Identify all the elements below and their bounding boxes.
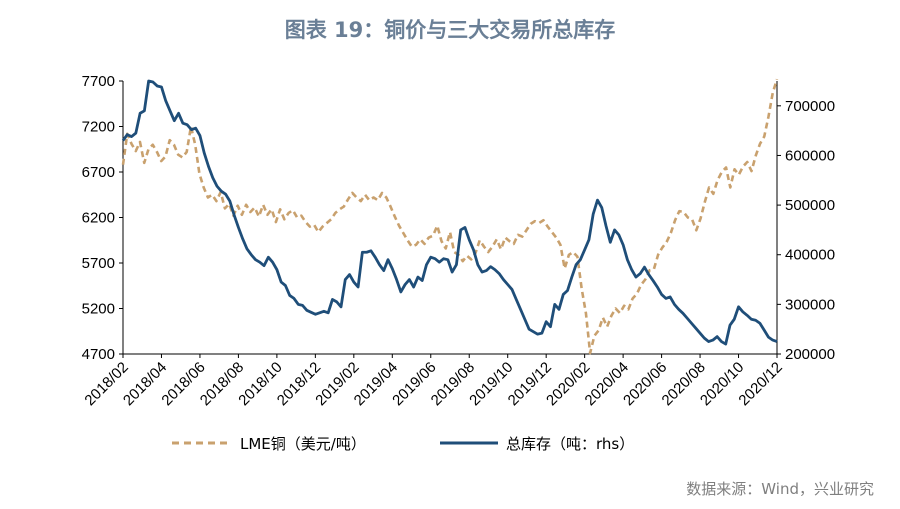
source-note: 数据来源：Wind，兴业研究 — [686, 480, 874, 498]
axes — [122, 81, 778, 355]
left-tick-label: 4700 — [82, 346, 115, 363]
chart-title: 图表 19：铜价与三大交易所总库存 — [284, 18, 616, 42]
series-line-total-inventory — [121, 79, 778, 346]
right-tick-label: 600000 — [785, 147, 835, 164]
left-tick-label: 7200 — [82, 119, 115, 136]
left-tick-label: 5700 — [82, 255, 115, 272]
right-tick-label: 200000 — [785, 346, 835, 363]
x-tick-label: 2020/12 — [735, 359, 785, 409]
left-axis-ticks: 7700 7200 6700 6200 5700 5200 4700 — [82, 73, 123, 363]
left-tick-label: 7700 — [82, 73, 115, 90]
series-line-lme-copper — [121, 78, 779, 355]
legend-lme-label: LME铜（美元/吨） — [240, 435, 366, 453]
left-tick-label: 6700 — [82, 164, 115, 181]
legend-inventory-label: 总库存（吨：rhs） — [506, 435, 634, 453]
left-tick-label: 5200 — [82, 301, 115, 318]
right-axis-ticks: 700000 600000 500000 400000 300000 200000 — [777, 98, 835, 363]
legend: LME铜（美元/吨） 总库存（吨：rhs） — [172, 435, 634, 453]
right-tick-label: 500000 — [785, 197, 835, 214]
series-lines — [121, 78, 779, 355]
right-tick-label: 300000 — [785, 296, 835, 313]
x-axis-ticks: 2018/022018/042018/062018/082018/102018/… — [81, 354, 786, 409]
right-tick-label: 400000 — [785, 247, 835, 264]
left-tick-label: 6200 — [82, 210, 115, 227]
right-tick-label: 700000 — [785, 98, 835, 115]
